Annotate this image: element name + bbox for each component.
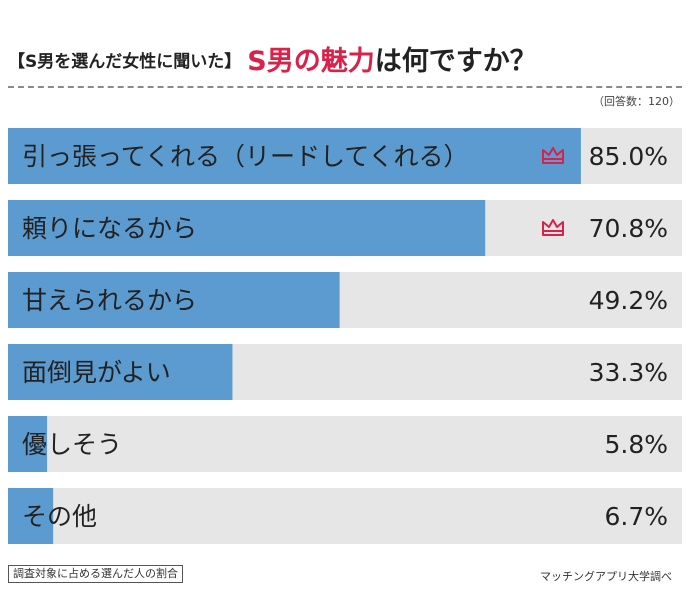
bar (8, 272, 340, 328)
category-label: 頼りになるから (22, 214, 197, 243)
footnote: 調査対象に占める選んだ人の割合 (8, 565, 183, 583)
category-label: 甘えられるから (22, 286, 197, 315)
value-label: 33.3% (589, 358, 668, 387)
category-label: 優しそう (22, 430, 122, 459)
crown-icon (542, 147, 564, 164)
bar (8, 344, 233, 400)
bar (8, 488, 54, 544)
value-label: 85.0% (589, 142, 668, 171)
title-accent: S男の魅力 (247, 46, 375, 77)
bar-track (8, 416, 682, 472)
bar (8, 200, 486, 256)
source-credit: マッチングアプリ大学調べ (540, 570, 672, 583)
value-label: 70.8% (589, 214, 668, 243)
category-label: 引っ張ってくれる（リードしてくれる） (22, 142, 469, 171)
value-label: 6.7% (604, 502, 668, 531)
category-label: 面倒見がよい (22, 358, 171, 387)
title-prefix: 【S男を選んだ女性に聞いた】 (8, 52, 242, 72)
bar (8, 128, 581, 184)
chart-title: 【S男を選んだ女性に聞いた】 S男の魅力 は何ですか？ (8, 38, 682, 78)
bar (8, 416, 48, 472)
value-label: 49.2% (589, 286, 668, 315)
value-label: 5.8% (604, 430, 668, 459)
title-suffix: は何ですか？ (374, 46, 537, 77)
bar-track (8, 488, 682, 544)
respondent-count: （回答数：120） (593, 95, 680, 108)
category-label: その他 (22, 502, 97, 531)
dashed-divider (8, 86, 682, 88)
crown-icon (542, 219, 564, 236)
